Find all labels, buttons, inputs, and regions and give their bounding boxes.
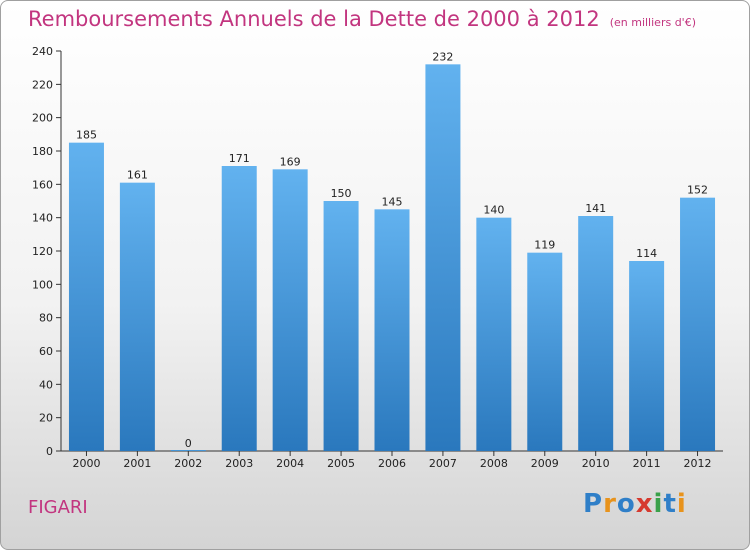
- y-tick-label: 40: [39, 378, 53, 391]
- data-label: 152: [687, 184, 708, 197]
- data-label: 141: [585, 202, 606, 215]
- data-label: 140: [483, 204, 504, 217]
- x-tick-label: 2012: [684, 457, 712, 470]
- bar: [374, 209, 410, 451]
- chart-title-text: Remboursements Annuels de la Dette de 20…: [28, 7, 600, 31]
- bar: [680, 197, 716, 451]
- data-label: 145: [382, 195, 403, 208]
- chart-title: Remboursements Annuels de la Dette de 20…: [28, 7, 696, 31]
- x-tick-label: 2006: [378, 457, 406, 470]
- y-tick-label: 0: [46, 445, 53, 458]
- data-label: 0: [185, 437, 192, 450]
- logo-letter: i: [676, 489, 687, 519]
- data-label: 150: [331, 187, 352, 200]
- bar: [170, 450, 206, 451]
- commune-name: FIGARI: [28, 497, 88, 518]
- logo-letter: P: [583, 489, 604, 519]
- x-tick-label: 2004: [276, 457, 304, 470]
- bar: [527, 252, 563, 451]
- bar: [578, 216, 614, 451]
- x-tick-label: 2007: [429, 457, 457, 470]
- y-tick-label: 180: [32, 145, 53, 158]
- chart-subtitle: (en milliers d'€): [609, 16, 696, 29]
- data-label: 169: [280, 155, 301, 168]
- y-tick-label: 200: [32, 112, 53, 125]
- x-tick-label: 2001: [123, 457, 151, 470]
- bar: [323, 201, 359, 451]
- x-tick-label: 2003: [225, 457, 253, 470]
- x-tick-label: 2010: [582, 457, 610, 470]
- data-label: 114: [636, 247, 657, 260]
- data-label: 185: [76, 129, 97, 142]
- data-label: 119: [534, 239, 555, 252]
- y-tick-label: 120: [32, 245, 53, 258]
- bar: [476, 217, 512, 451]
- x-tick-label: 2000: [72, 457, 100, 470]
- y-tick-label: 100: [32, 278, 53, 291]
- y-tick-label: 220: [32, 78, 53, 91]
- bar: [272, 169, 308, 452]
- logo-letter: r: [603, 489, 617, 519]
- bar: [68, 142, 104, 451]
- proxiti-logo: Proxiti: [583, 489, 687, 519]
- x-tick-label: 2009: [531, 457, 559, 470]
- x-tick-label: 2011: [633, 457, 661, 470]
- y-tick-label: 20: [39, 412, 53, 425]
- y-tick-label: 60: [39, 345, 53, 358]
- bar: [119, 182, 155, 451]
- data-label: 161: [127, 169, 148, 182]
- y-tick-label: 80: [39, 312, 53, 325]
- logo-letter: t: [663, 489, 677, 519]
- y-tick-label: 240: [32, 45, 53, 58]
- x-tick-label: 2005: [327, 457, 355, 470]
- data-label: 171: [229, 152, 250, 165]
- y-tick-label: 160: [32, 178, 53, 191]
- bar: [425, 64, 461, 452]
- logo-letter: i: [653, 489, 664, 519]
- data-label: 232: [432, 50, 453, 63]
- bar: [629, 261, 665, 451]
- x-tick-label: 2002: [174, 457, 202, 470]
- bar: [221, 166, 257, 451]
- y-tick-label: 140: [32, 212, 53, 225]
- logo-letter: o: [616, 489, 636, 519]
- logo-letter: x: [635, 489, 654, 519]
- x-tick-label: 2008: [480, 457, 508, 470]
